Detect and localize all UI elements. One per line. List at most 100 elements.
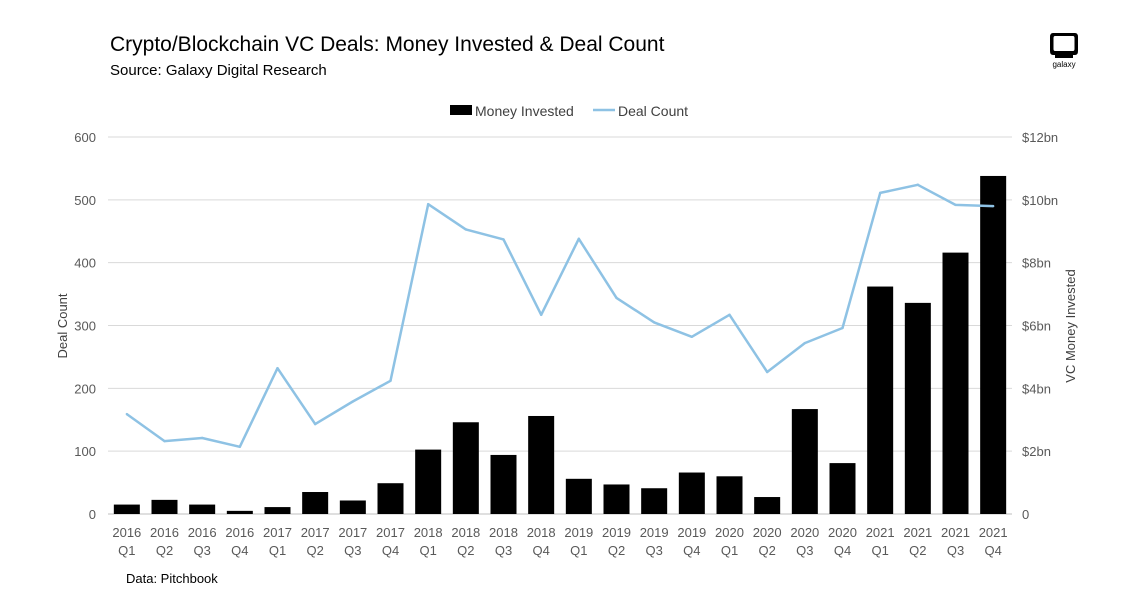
x-tick-label-year: 2019 xyxy=(602,525,631,540)
bar-money-invested xyxy=(716,476,743,514)
y-left-axis-label: Deal Count xyxy=(55,293,70,358)
bar-money-invested xyxy=(603,484,630,514)
data-source-note: Data: Pitchbook xyxy=(126,571,218,586)
x-tick-label-quarter: Q1 xyxy=(721,543,738,558)
x-tick-label-quarter: Q2 xyxy=(909,543,926,558)
point-deal-count xyxy=(690,335,694,339)
x-tick-label-quarter: Q2 xyxy=(306,543,323,558)
bar-money-invested xyxy=(151,499,178,514)
bar-money-invested xyxy=(302,492,329,514)
y-right-tick-label: $4bn xyxy=(1022,381,1051,396)
point-deal-count xyxy=(125,412,129,416)
x-tick-label-year: 2018 xyxy=(527,525,556,540)
bar-money-invested xyxy=(415,449,442,514)
line-series xyxy=(125,183,995,449)
point-deal-count xyxy=(351,400,355,403)
bar-money-invested xyxy=(791,409,818,514)
point-deal-count xyxy=(389,379,392,382)
x-tick-label-quarter: Q3 xyxy=(344,543,361,558)
x-tick-label-year: 2021 xyxy=(903,525,932,540)
bar-money-invested xyxy=(641,488,668,514)
gridlines xyxy=(108,136,1012,515)
y-right-tick-label: 0 xyxy=(1022,507,1029,522)
chart-subtitle: Source: Galaxy Digital Research xyxy=(110,62,327,79)
bar-money-invested xyxy=(678,472,705,514)
point-deal-count xyxy=(313,422,317,426)
x-tick-label-year: 2017 xyxy=(376,525,405,540)
x-tick-label-year: 2016 xyxy=(225,525,254,540)
x-tick-label-year: 2021 xyxy=(941,525,970,540)
x-tick-label-year: 2016 xyxy=(112,525,141,540)
x-tick-label-quarter: Q3 xyxy=(796,543,813,558)
y-right-tick-label: $2bn xyxy=(1022,444,1051,459)
point-deal-count xyxy=(878,191,882,195)
point-deal-count xyxy=(991,204,995,208)
bar-money-invested xyxy=(904,302,931,514)
point-deal-count xyxy=(502,238,505,241)
y-right-tick-label: $12bn xyxy=(1022,130,1058,145)
galaxy-logo: galaxy xyxy=(1044,30,1084,74)
chart-title: Crypto/Blockchain VC Deals: Money Invest… xyxy=(110,33,665,56)
legend: Money Invested Deal Count xyxy=(450,103,688,119)
x-tick-label-year: 2019 xyxy=(640,525,669,540)
point-deal-count xyxy=(728,313,731,317)
y-right-tick-label: $8bn xyxy=(1022,256,1051,271)
x-tick-label-quarter: Q1 xyxy=(269,543,286,558)
point-deal-count xyxy=(615,296,618,300)
x-tick-label-quarter: Q2 xyxy=(457,543,474,558)
point-deal-count xyxy=(577,237,581,240)
x-tick-label-year: 2017 xyxy=(301,525,330,540)
point-deal-count xyxy=(916,183,920,186)
x-tick-label-quarter: Q4 xyxy=(532,543,549,558)
x-tick-label-quarter: Q3 xyxy=(495,543,512,558)
x-tick-label-quarter: Q4 xyxy=(834,543,851,558)
x-tick-label-year: 2020 xyxy=(715,525,744,540)
x-tick-label-quarter: Q1 xyxy=(118,543,135,558)
galaxy-logo-text: galaxy xyxy=(1052,60,1076,69)
y-left-tick-label: 500 xyxy=(74,193,96,208)
legend-label-deal-count: Deal Count xyxy=(618,103,688,119)
bar-money-invested xyxy=(942,252,969,514)
y-left-tick-label: 600 xyxy=(74,130,96,145)
bar-money-invested xyxy=(829,463,856,514)
x-tick-label-quarter: Q1 xyxy=(871,543,888,558)
x-tick-label-quarter: Q1 xyxy=(570,543,587,558)
bar-money-invested xyxy=(452,422,479,514)
x-tick-label-year: 2016 xyxy=(188,525,217,540)
y-left-tick-label: 300 xyxy=(74,319,96,334)
bar-money-invested xyxy=(490,454,517,514)
y-right-axis-label: VC Money Invested xyxy=(1063,269,1078,382)
x-tick-label-year: 2021 xyxy=(979,525,1008,540)
x-tick-label-quarter: Q4 xyxy=(984,543,1001,558)
y-right-tick-label: $6bn xyxy=(1022,319,1051,334)
point-deal-count xyxy=(163,439,166,443)
bar-money-invested xyxy=(867,286,894,514)
bar-series xyxy=(113,175,1007,514)
x-tick-label-year: 2020 xyxy=(790,525,819,540)
y-left-tick-label: 0 xyxy=(89,507,96,522)
x-tick-label-year: 2020 xyxy=(828,525,857,540)
x-tick-label-quarter: Q4 xyxy=(231,543,248,558)
y-left-tick-label: 200 xyxy=(74,381,96,396)
y-left-tick-label: 400 xyxy=(74,256,96,271)
point-deal-count xyxy=(276,367,279,370)
point-deal-count xyxy=(539,313,543,317)
x-tick-label-quarter: Q2 xyxy=(608,543,625,558)
bar-money-invested xyxy=(264,507,291,514)
x-tick-label-quarter: Q1 xyxy=(419,543,436,558)
legend-label-money-invested: Money Invested xyxy=(475,103,574,119)
x-tick-label-quarter: Q3 xyxy=(645,543,662,558)
x-tick-label-year: 2021 xyxy=(866,525,895,540)
point-deal-count xyxy=(803,341,807,345)
x-tick-label-quarter: Q3 xyxy=(947,543,964,558)
point-deal-count xyxy=(765,370,769,374)
bar-money-invested xyxy=(980,175,1007,514)
bar-money-invested xyxy=(189,504,216,514)
point-deal-count xyxy=(238,445,242,448)
y-left-tick-label: 100 xyxy=(74,444,96,459)
legend-swatch-money-invested xyxy=(450,105,472,115)
bar-money-invested xyxy=(113,504,140,514)
x-tick-label-quarter: Q4 xyxy=(683,543,700,558)
axes: 0 0 100 $2bn 200 $4bn 300 $6bn 400 $8bn 500 $10bn 60… xyxy=(74,130,1058,558)
x-tick-label-year: 2018 xyxy=(489,525,518,540)
